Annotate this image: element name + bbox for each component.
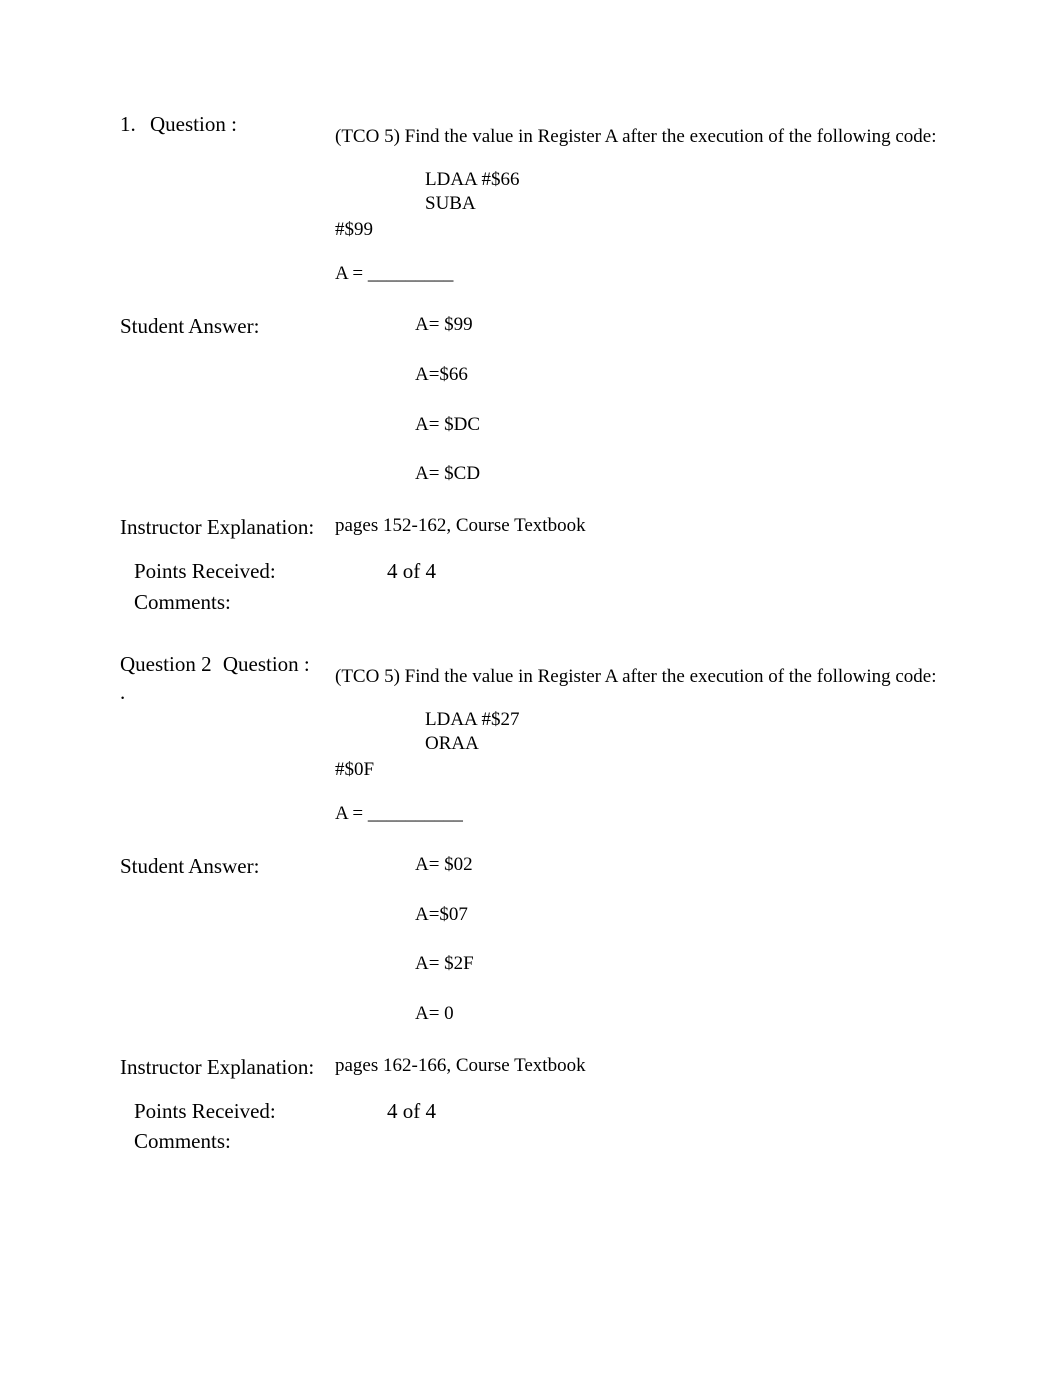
question-2-option-2: A=$07: [335, 902, 972, 928]
question-1-comments-label: Comments:: [120, 588, 349, 616]
question-2-code: LDAA #$27 ORAA #$0F: [335, 708, 972, 783]
question-2-prompt: (TCO 5) Find the value in Register A aft…: [335, 664, 972, 690]
question-1-student-answer-label: Student Answer:: [120, 312, 335, 340]
question-2-label-b: Question :: [223, 652, 310, 676]
question-1-instructor-row: Instructor Explanation: pages 152-162, C…: [120, 513, 972, 541]
question-2-points-row: Points Received: 4 of 4: [120, 1097, 972, 1125]
page: 1. Question : (TCO 5) Find the value in …: [0, 0, 1062, 1248]
question-2-code-line2b: #$0F: [335, 757, 972, 783]
question-1-option-4: A= $CD: [335, 461, 972, 487]
question-1-instructor-text: pages 152-162, Course Textbook: [335, 513, 972, 539]
question-1-code-line2: SUBA: [335, 192, 972, 217]
question-1-option-3: A= $DC: [335, 412, 972, 438]
question-2-option-4: A= 0: [335, 1001, 972, 1027]
question-1-label: Question :: [150, 110, 237, 138]
question-2-label-a: Question 2: [120, 652, 212, 676]
question-2-code-line1: LDAA #$27: [335, 708, 972, 733]
question-1-points-label: Points Received:: [120, 557, 349, 585]
question-2-answers: A= $02 A=$07 A= $2F A= 0: [335, 852, 972, 1027]
question-1-comments-row: Comments:: [120, 588, 972, 616]
question-1-points-value: 4 of 4: [349, 557, 972, 585]
question-2-student-answer-label: Student Answer:: [120, 852, 335, 880]
question-2-prompt-col: (TCO 5) Find the value in Register A aft…: [335, 650, 972, 826]
question-1-student-answer-row: Student Answer: A= $99 A=$66 A= $DC A= $…: [120, 312, 972, 487]
question-1-result-line: A = _________: [335, 261, 972, 287]
question-1-label-col: 1. Question :: [120, 110, 335, 138]
question-2-student-answer-row: Student Answer: A= $02 A=$07 A= $2F A= 0: [120, 852, 972, 1027]
question-2-result-line: A = __________: [335, 801, 972, 827]
question-1-code: LDAA #$66 SUBA #$99: [335, 168, 972, 243]
question-2-instructor-row: Instructor Explanation: pages 162-166, C…: [120, 1053, 972, 1081]
question-1-number: 1.: [120, 110, 150, 138]
question-2-instructor-text: pages 162-166, Course Textbook: [335, 1053, 972, 1079]
question-2-dot: .: [120, 678, 335, 706]
question-2-comments-label: Comments:: [120, 1127, 349, 1155]
question-2-label-col: Question 2 Question : .: [120, 650, 335, 707]
question-1-prompt: (TCO 5) Find the value in Register A aft…: [335, 124, 972, 150]
question-1-option-1: A= $99: [335, 312, 972, 338]
question-1-answers: A= $99 A=$66 A= $DC A= $CD: [335, 312, 972, 487]
question-1-points-row: Points Received: 4 of 4: [120, 557, 972, 585]
question-1-option-2: A=$66: [335, 362, 972, 388]
question-2-header: Question 2 Question : . (TCO 5) Find the…: [120, 650, 972, 826]
question-2-points-label: Points Received:: [120, 1097, 349, 1125]
question-2-code-line2: ORAA: [335, 732, 972, 757]
question-2-option-3: A= $2F: [335, 951, 972, 977]
question-1-prompt-col: (TCO 5) Find the value in Register A aft…: [335, 110, 972, 286]
question-2-points-value: 4 of 4: [349, 1097, 972, 1125]
question-2-comments-row: Comments:: [120, 1127, 972, 1155]
question-1-code-line1: LDAA #$66: [335, 168, 972, 193]
question-1-number-row: 1. Question :: [120, 110, 335, 138]
question-1-code-line2b: #$99: [335, 217, 972, 243]
question-2-option-1: A= $02: [335, 852, 972, 878]
question-1-instructor-label: Instructor Explanation:: [120, 513, 335, 541]
question-1-header: 1. Question : (TCO 5) Find the value in …: [120, 110, 972, 286]
question-2-instructor-label: Instructor Explanation:: [120, 1053, 335, 1081]
